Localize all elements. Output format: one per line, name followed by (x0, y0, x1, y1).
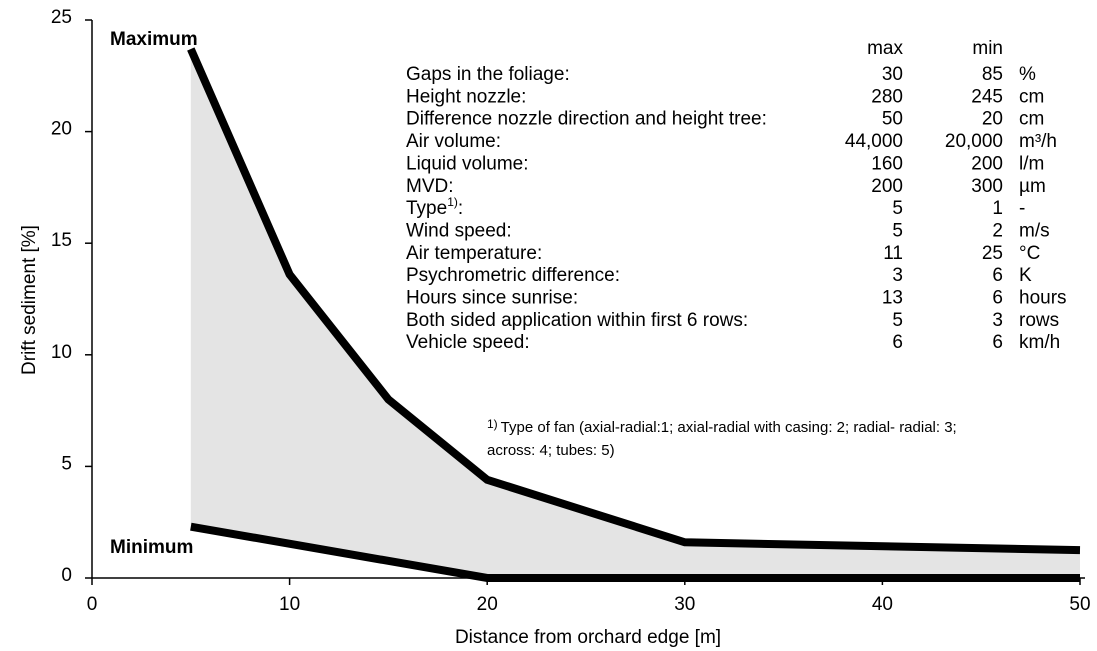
footnote-sup: 1) (487, 417, 498, 431)
table-unit: µm (1019, 176, 1046, 197)
table-label: Gaps in the foliage: (406, 64, 570, 85)
table-min: 300 (971, 176, 1003, 197)
table-unit: m/s (1019, 220, 1050, 241)
y-tick-label: 5 (61, 453, 72, 474)
table-max: 13 (882, 288, 903, 309)
table-unit: km/h (1019, 332, 1060, 353)
table-label: MVD: (406, 176, 454, 197)
table-label: Air temperature: (406, 243, 542, 264)
table-min: 1 (992, 198, 1003, 219)
table-min: 20,000 (945, 131, 1003, 152)
footnote-text: across: 4; tubes: 5) (487, 442, 615, 459)
x-tick-label: 0 (87, 594, 98, 615)
table-label: Difference nozzle direction and height t… (406, 109, 767, 130)
series-label: Maximum (110, 29, 198, 50)
x-tick-label: 10 (279, 594, 300, 615)
table-max: 44,000 (845, 131, 903, 152)
table-max: 11 (883, 243, 903, 264)
table-min: 3 (992, 310, 1003, 331)
table-label: Liquid volume: (406, 153, 529, 174)
series-label: Minimum (110, 537, 193, 558)
table-unit: hours (1019, 288, 1067, 309)
table-unit: m³/h (1019, 131, 1057, 152)
table-min: 25 (982, 243, 1003, 264)
y-tick-label: 10 (51, 342, 72, 363)
table-unit: °C (1019, 243, 1040, 264)
table-label: Vehicle speed: (406, 332, 530, 353)
line-series (190, 522, 1080, 582)
table-min: 6 (992, 288, 1003, 309)
table-min: 20 (982, 109, 1003, 130)
table-label-text: Type (406, 198, 447, 219)
table-unit: l/m (1019, 153, 1044, 174)
table-header: min (972, 38, 1003, 59)
table-header: max (867, 38, 903, 59)
x-tick-label: 50 (1069, 594, 1090, 615)
table-label: Both sided application within first 6 ro… (406, 310, 748, 331)
table-unit: cm (1019, 109, 1044, 130)
footnote: across: 4; tubes: 5) (487, 442, 615, 459)
y-tick-label: 0 (61, 565, 72, 586)
table-unit: - (1019, 198, 1025, 219)
y-tick-label: 15 (51, 230, 72, 251)
table-unit: K (1019, 265, 1032, 286)
table-min: 85 (982, 64, 1003, 85)
x-tick-label: 30 (674, 594, 695, 615)
table-max: 30 (882, 64, 903, 85)
y-axis-title: Drift sediment [%] (19, 225, 40, 375)
table-unit: rows (1019, 310, 1059, 331)
footnote-text: Type of fan (axial-radial:1; axial-radia… (501, 419, 957, 436)
x-tick-label: 20 (477, 594, 498, 615)
line-series (187, 47, 1081, 555)
table-label: Air volume: (406, 131, 501, 152)
table-max: 200 (871, 176, 903, 197)
table-max: 280 (871, 86, 903, 107)
table-max: 160 (871, 153, 903, 174)
band-fill (190, 49, 1081, 579)
table-label-sup: 1) (447, 195, 458, 209)
table-min: 245 (971, 86, 1003, 107)
table-label: Psychrometric difference: (406, 265, 620, 286)
table-unit: % (1019, 64, 1036, 85)
table-max: 3 (892, 265, 903, 286)
x-axis-title: Distance from orchard edge [m] (455, 627, 721, 648)
table-min: 6 (992, 332, 1003, 353)
table-label: Wind speed: (406, 220, 512, 241)
table-label: Type1): (406, 195, 463, 219)
table-max: 5 (892, 310, 903, 331)
table-label: Hours since sunrise: (406, 288, 578, 309)
table-max: 5 (892, 220, 903, 241)
table-label: Height nozzle: (406, 86, 526, 107)
table-max: 5 (892, 198, 903, 219)
table-max: 50 (882, 109, 903, 130)
table-unit: cm (1019, 86, 1044, 107)
table-max: 6 (892, 332, 903, 353)
table-min: 2 (992, 220, 1003, 241)
x-tick-label: 40 (872, 594, 893, 615)
table-label-colon: : (458, 198, 463, 219)
footnote: 1) Type of fan (axial-radial:1; axial-rad… (487, 417, 957, 436)
table-min: 6 (992, 265, 1003, 286)
y-tick-label: 20 (51, 119, 72, 140)
y-tick-label: 25 (51, 7, 72, 28)
table-min: 200 (971, 153, 1003, 174)
